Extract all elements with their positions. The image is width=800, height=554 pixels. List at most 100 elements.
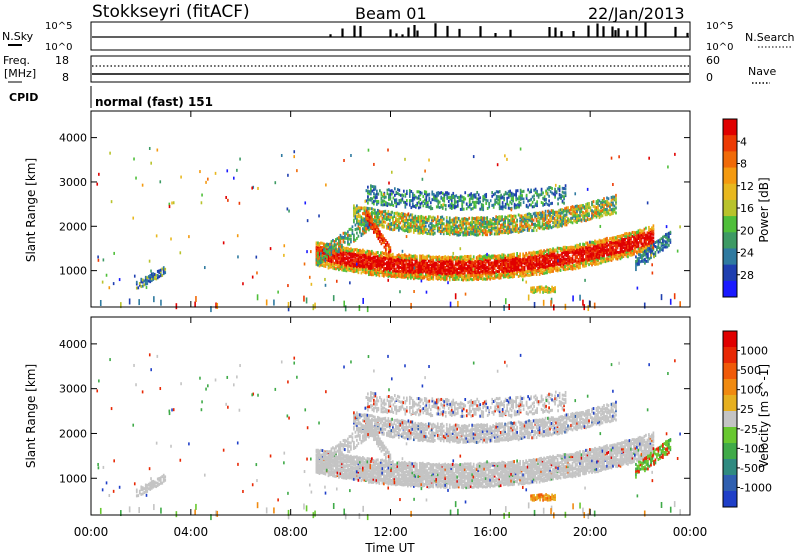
power-cell — [553, 258, 556, 262]
power-cell — [370, 252, 372, 256]
power-cell — [656, 240, 658, 244]
power-cell — [477, 255, 480, 259]
power-cell — [426, 261, 429, 265]
power-cell — [459, 223, 462, 227]
power-cell — [644, 261, 646, 265]
power-cell — [480, 226, 483, 230]
power-cell — [456, 200, 459, 204]
power-cell — [318, 244, 321, 248]
power-cell — [391, 216, 394, 220]
power-cell — [571, 213, 574, 217]
power-cell — [560, 193, 562, 197]
power-cell — [558, 187, 561, 191]
power-cell — [510, 222, 512, 226]
power-cell — [317, 254, 319, 258]
power-cell — [442, 255, 445, 259]
power-cell — [317, 263, 319, 267]
power-cell — [411, 273, 414, 277]
cpid-value: normal (fast) 151 — [95, 95, 213, 109]
power-cell — [408, 214, 411, 218]
power-cell — [356, 258, 358, 262]
power-cell — [634, 249, 637, 253]
power-cell — [610, 210, 613, 214]
power-cell — [429, 259, 432, 263]
power-cell — [354, 255, 357, 259]
power-cell — [562, 261, 565, 265]
power-cell — [532, 272, 535, 276]
power-cell — [513, 227, 515, 231]
power-cell — [559, 263, 562, 267]
power-cell — [558, 196, 561, 200]
power-cell — [432, 257, 435, 261]
power-cell — [353, 212, 355, 216]
power-cell — [534, 290, 537, 294]
power-cell — [597, 207, 599, 211]
power-cell — [460, 278, 463, 282]
power-cell — [403, 229, 406, 233]
power-cell — [343, 158, 345, 162]
power-cell — [625, 248, 628, 252]
power-cell — [577, 219, 580, 223]
power-cell — [378, 215, 381, 219]
power-cell — [457, 259, 460, 263]
power-cell — [374, 185, 377, 189]
power-cell — [648, 241, 650, 245]
power-cell — [551, 191, 553, 195]
power-cell — [330, 249, 333, 253]
power-cell — [404, 201, 407, 205]
power-cell — [424, 215, 427, 219]
power-cell — [627, 232, 629, 236]
power-cell — [510, 267, 512, 271]
power-cell — [354, 265, 357, 269]
power-cell — [473, 203, 476, 207]
power-cell — [532, 261, 535, 265]
power-cell — [473, 195, 476, 199]
power-cell — [398, 202, 401, 206]
power-cell — [610, 254, 613, 258]
power-cell — [365, 199, 368, 203]
power-cell — [435, 263, 438, 267]
power-cell — [156, 148, 159, 152]
power-cell — [633, 244, 635, 248]
power-cell — [353, 233, 355, 237]
power-cell — [541, 219, 544, 223]
power-cell — [408, 256, 411, 260]
power-cell — [326, 244, 328, 248]
power-cell — [450, 199, 453, 203]
power-cell — [509, 194, 512, 198]
power-cell — [376, 225, 378, 229]
power-cell — [324, 244, 327, 248]
power-cell — [510, 253, 512, 257]
power-cell — [498, 274, 501, 278]
power-cell — [564, 265, 566, 269]
power-cell — [615, 248, 617, 252]
power-cell — [393, 225, 396, 229]
power-cell — [380, 196, 383, 200]
power-cell — [642, 258, 645, 262]
power-cell — [451, 221, 454, 225]
power-cell — [463, 233, 466, 237]
power-cell — [399, 272, 402, 276]
power-cell — [350, 240, 352, 244]
power-cell — [499, 254, 502, 258]
power-cell — [257, 186, 259, 190]
power-cell — [369, 212, 372, 216]
power-cell — [526, 218, 529, 222]
power-cell — [556, 261, 559, 265]
power-cell — [647, 259, 649, 263]
power-cell — [471, 194, 474, 198]
power-cell — [471, 230, 474, 234]
power-cell — [420, 214, 423, 218]
power-cell — [287, 301, 290, 308]
power-cell — [351, 229, 354, 233]
power-cell — [508, 261, 511, 265]
power-cell — [537, 266, 539, 270]
power-cell — [365, 189, 368, 193]
power-cell — [562, 259, 565, 263]
power-cell — [544, 215, 547, 219]
power-cell — [438, 268, 441, 272]
power-cell — [108, 286, 111, 290]
power-cell — [657, 246, 660, 250]
power-cell — [423, 227, 426, 231]
power-cell — [533, 198, 535, 202]
